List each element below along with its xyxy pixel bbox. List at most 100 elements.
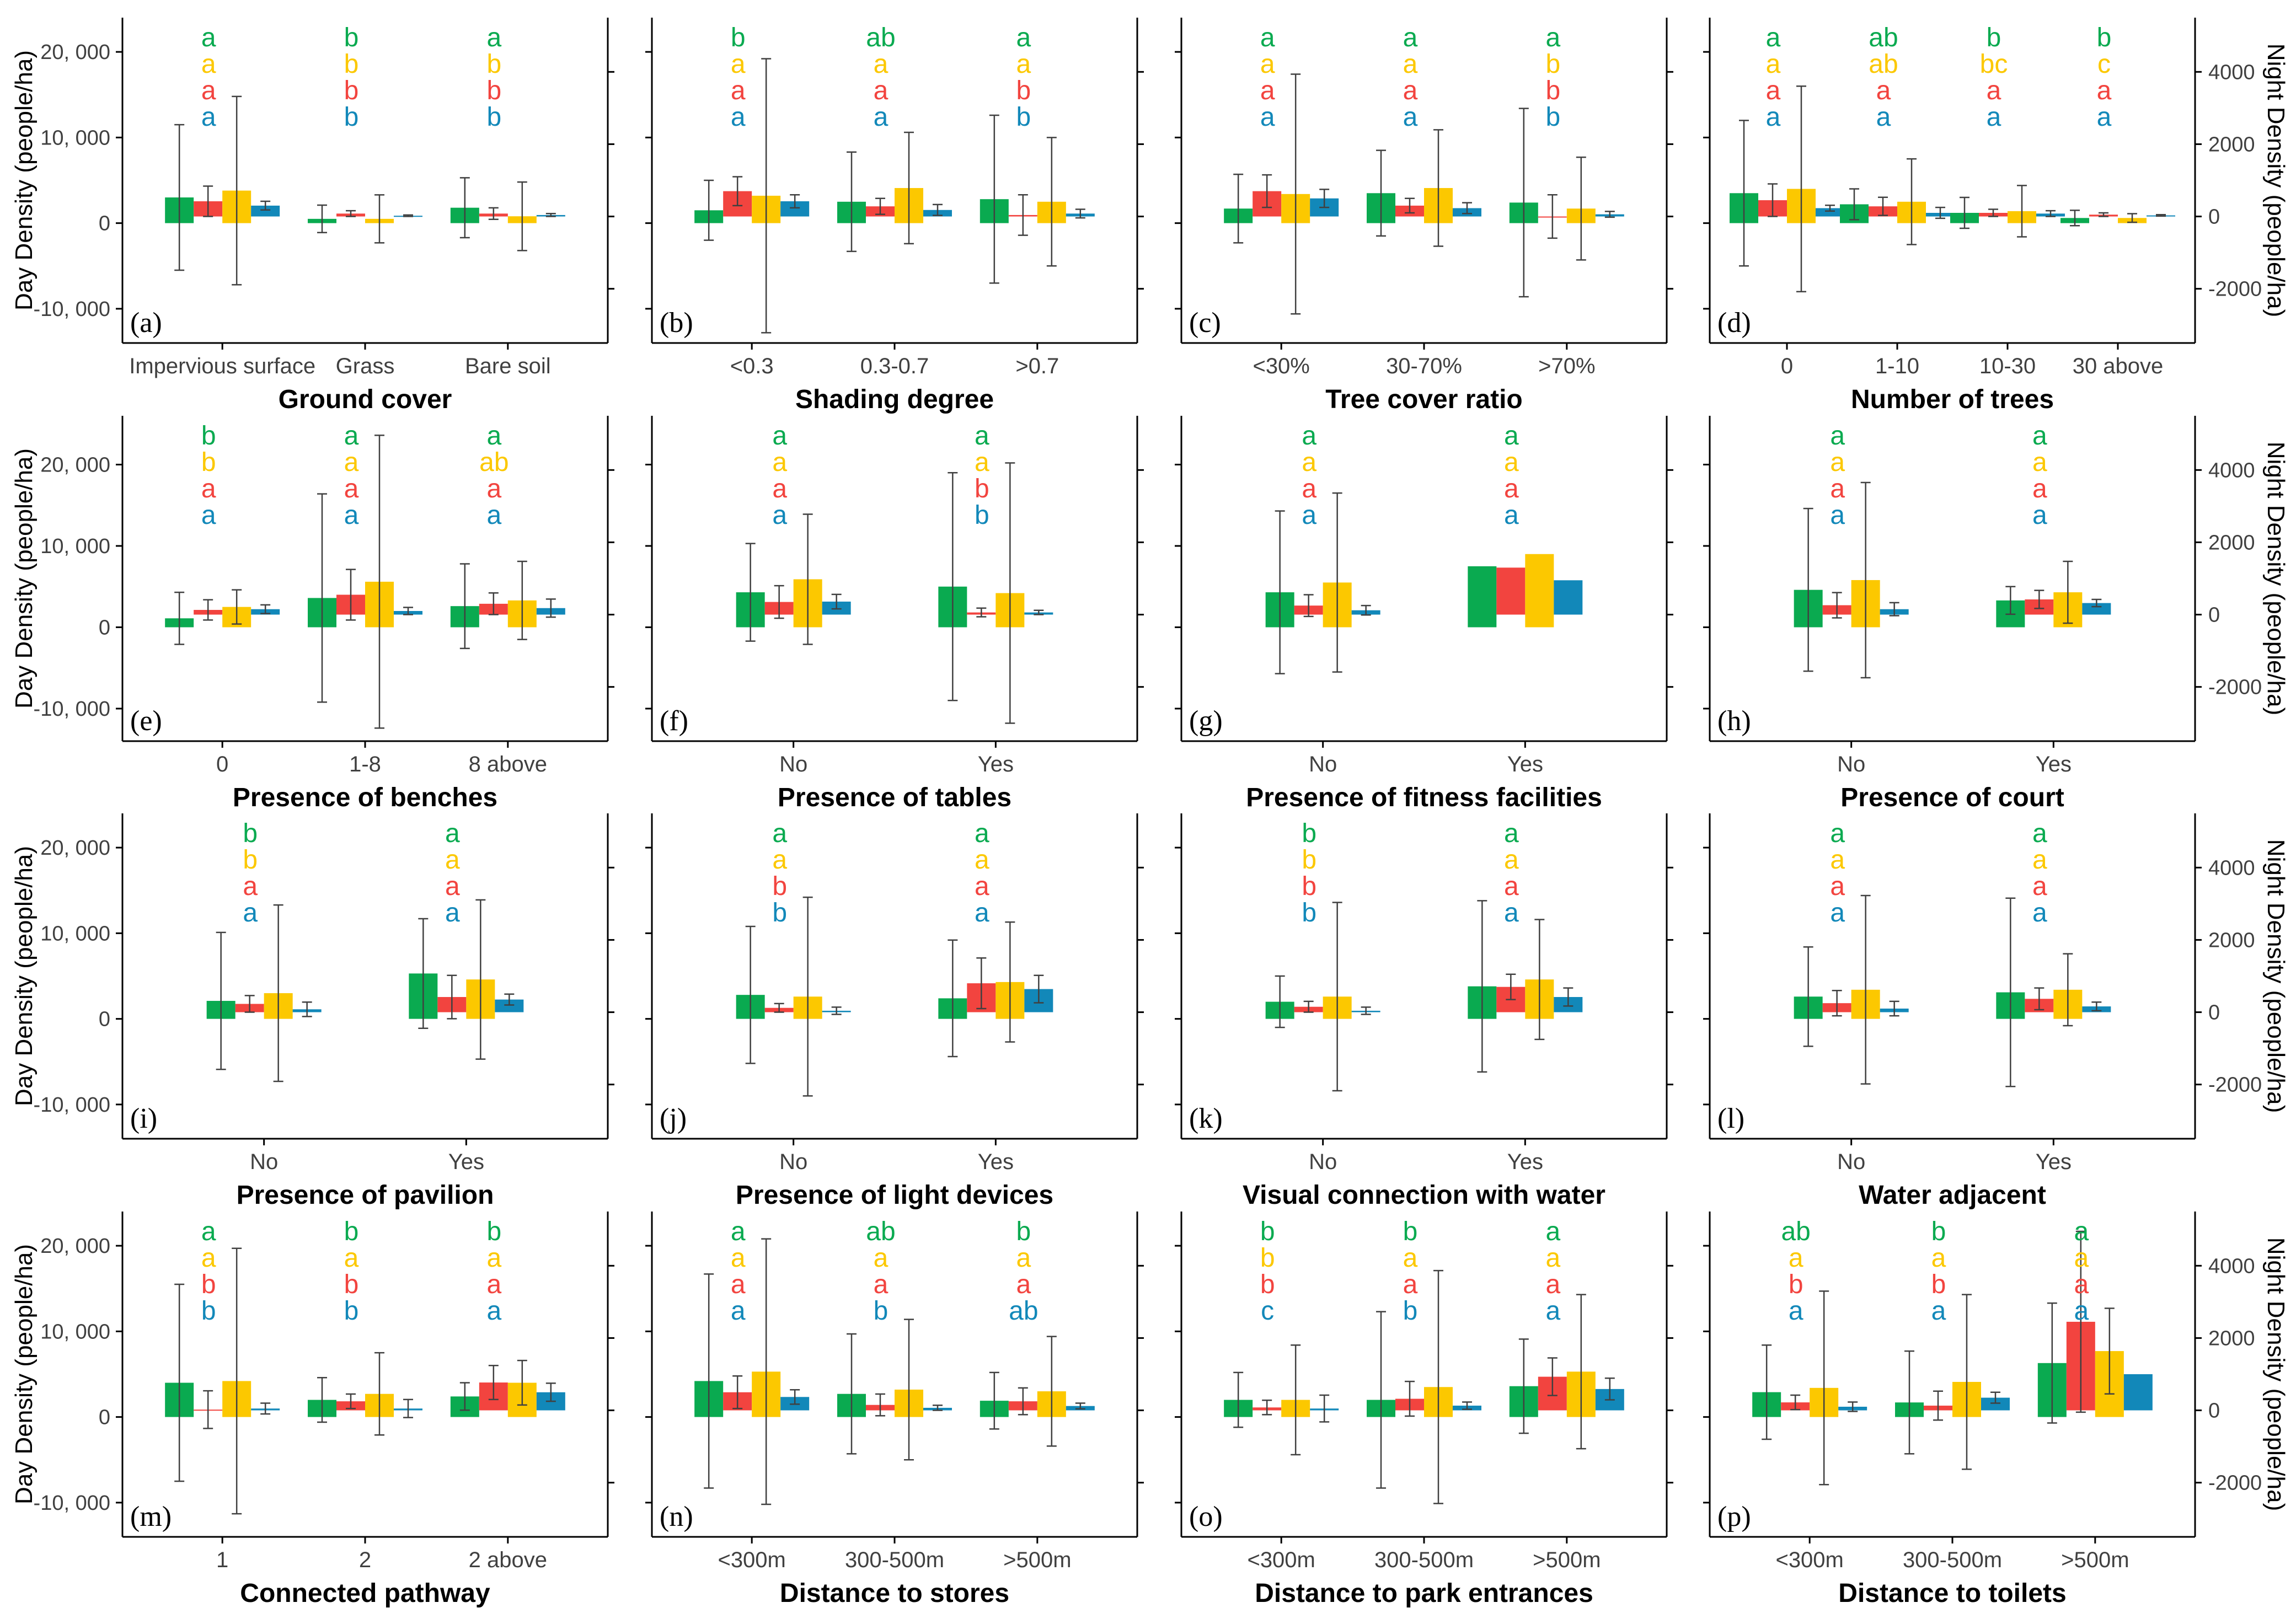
significance-letter: a xyxy=(1766,103,1781,132)
significance-letter: ab xyxy=(866,1217,895,1246)
significance-letter: a xyxy=(1504,819,1519,848)
significance-letter: a xyxy=(975,898,989,928)
significance-letter: a xyxy=(1504,872,1519,901)
x-tick-label: 1 xyxy=(216,1548,228,1572)
significance-letter: a xyxy=(201,76,216,105)
panel-label: (h) xyxy=(1717,705,1751,737)
significance-letter: a xyxy=(1260,103,1275,132)
x-tick-label: No xyxy=(1837,1150,1865,1174)
left-tick-label: -10, 000 xyxy=(34,1094,110,1117)
significance-letter: a xyxy=(1545,1217,1560,1246)
significance-letter: a xyxy=(486,421,501,451)
x-tick-label: 1-10 xyxy=(1875,354,1919,378)
left-tick-label: 20, 000 xyxy=(40,1235,110,1258)
left-tick-label: -10, 000 xyxy=(34,298,110,321)
significance-letter: b xyxy=(772,898,787,928)
significance-letter: a xyxy=(772,421,787,451)
significance-letter: a xyxy=(1987,103,2001,132)
right-tick-label: 4000 xyxy=(2208,856,2255,880)
panel-title: Distance to park entrances xyxy=(1255,1579,1593,1608)
right-axis-title: Night Density (people/ha) xyxy=(2262,442,2289,715)
significance-letter: b xyxy=(1302,898,1316,928)
left-axis-title: Day Density (people/ha) xyxy=(10,448,38,709)
significance-letter: ab xyxy=(1869,23,1898,52)
significance-letter: b xyxy=(1987,23,2001,52)
x-tick-label: 300-500m xyxy=(1374,1548,1474,1572)
x-tick-label: 2 above xyxy=(469,1548,547,1572)
x-tick-label: >500m xyxy=(1533,1548,1601,1572)
significance-letter: b xyxy=(975,501,989,530)
significance-letter: a xyxy=(874,76,889,105)
significance-letter: a xyxy=(772,448,787,477)
panel-label: (l) xyxy=(1717,1103,1744,1134)
significance-letter: b xyxy=(1789,1270,1803,1299)
right-tick-label: 0 xyxy=(2208,206,2220,229)
significance-letter: b xyxy=(486,103,501,132)
panel-title: Presence of pavilion xyxy=(237,1181,494,1210)
right-tick-label: 2000 xyxy=(2208,929,2255,952)
x-tick-label: <30% xyxy=(1253,354,1309,378)
panel-title: Presence of tables xyxy=(778,783,1011,812)
panel-label: (a) xyxy=(130,307,162,339)
left-tick-label: 10, 000 xyxy=(40,1320,110,1343)
bar-blue xyxy=(2123,1374,2153,1411)
significance-letter: a xyxy=(486,1243,501,1273)
panel-label: (k) xyxy=(1189,1103,1223,1134)
significance-letter: a xyxy=(2074,1217,2089,1246)
right-tick-label: 4000 xyxy=(2208,1255,2255,1278)
left-axis-title: Day Density (people/ha) xyxy=(10,50,38,310)
significance-letter: a xyxy=(1302,421,1316,451)
left-tick-label: -10, 000 xyxy=(34,1492,110,1515)
significance-letter: a xyxy=(772,501,787,530)
significance-letter: b xyxy=(486,76,501,105)
significance-letter: b xyxy=(243,845,258,875)
x-tick-label: 300-500m xyxy=(1903,1548,2002,1572)
significance-letter: a xyxy=(2032,898,2047,928)
right-tick-label: 0 xyxy=(2208,604,2220,627)
significance-letter: ab xyxy=(479,448,509,477)
x-tick-label: <300m xyxy=(1775,1548,1843,1572)
right-axis-title: Night Density (people/ha) xyxy=(2262,839,2289,1113)
panel-p: 400020000-2000<300mababa300-500mbaba>500… xyxy=(1703,1212,2289,1608)
x-tick-label: Yes xyxy=(1507,752,1543,776)
significance-letter: a xyxy=(1302,501,1316,530)
significance-letter: a xyxy=(772,474,787,503)
x-tick-label: No xyxy=(779,752,807,776)
significance-letter: ab xyxy=(1781,1217,1810,1246)
panel-title: Water adjacent xyxy=(1859,1181,2046,1210)
significance-letter: a xyxy=(2032,819,2047,848)
panel-label: (m) xyxy=(130,1501,172,1532)
significance-letter: a xyxy=(1931,1296,1946,1326)
significance-letter: a xyxy=(1260,50,1275,79)
significance-letter: a xyxy=(344,421,359,451)
x-tick-label: No xyxy=(779,1150,807,1174)
significance-letter: a xyxy=(731,50,746,79)
x-tick-label: <300m xyxy=(1247,1548,1315,1572)
bar-blue xyxy=(1554,580,1583,615)
x-tick-label: >0.7 xyxy=(1015,354,1059,378)
panel-title: Distance to stores xyxy=(780,1579,1009,1608)
significance-letter: b xyxy=(1931,1217,1946,1246)
right-tick-label: -2000 xyxy=(2208,1472,2262,1495)
significance-letter: a xyxy=(731,1270,746,1299)
right-tick-label: -2000 xyxy=(2208,1074,2262,1097)
significance-letter: a xyxy=(731,76,746,105)
left-tick-label: 0 xyxy=(99,617,110,640)
panel-label: (d) xyxy=(1717,307,1751,339)
significance-letter: b xyxy=(1016,76,1031,105)
significance-letter: a xyxy=(486,1296,501,1326)
significance-letter: a xyxy=(201,103,216,132)
significance-letter: a xyxy=(1876,103,1891,132)
significance-letter: b xyxy=(1302,819,1316,848)
significance-letter: b xyxy=(344,1217,359,1246)
significance-letter: a xyxy=(1766,50,1781,79)
significance-letter: a xyxy=(486,501,501,530)
bar-green xyxy=(1468,566,1497,628)
panel-n: <300maaaa300-500mabaab>500mbaaab(n)Dista… xyxy=(645,1212,1144,1608)
x-tick-label: 30 above xyxy=(2073,354,2164,378)
